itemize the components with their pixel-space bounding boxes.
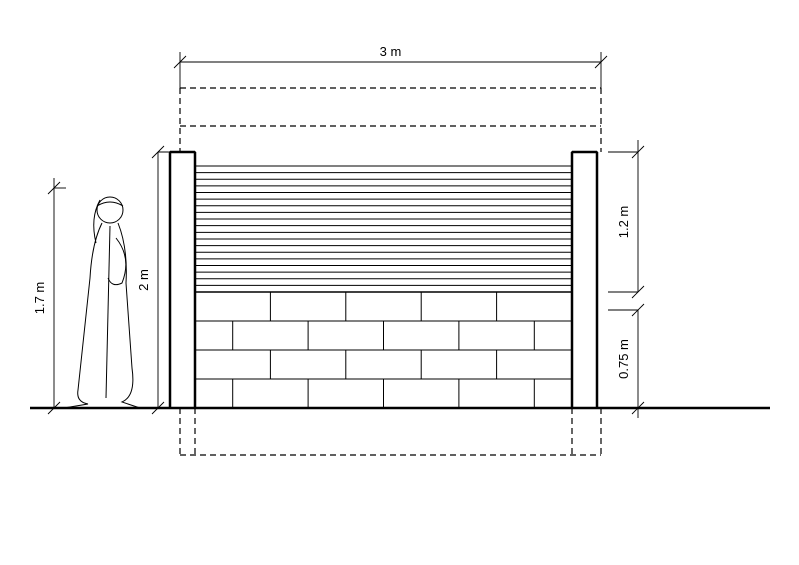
dim-label: 2 m <box>136 269 151 291</box>
pillar <box>170 152 195 408</box>
person-figure <box>64 197 144 408</box>
dim-width-label: 3 m <box>380 44 402 59</box>
drawing-canvas: 3 m 1.7 m 2 m 1.2 m 0.75 m <box>0 0 799 565</box>
pillar <box>572 152 597 408</box>
dim-label: 0.75 m <box>616 339 631 379</box>
dim-label: 1.7 m <box>32 282 47 315</box>
dim-label: 1.2 m <box>616 206 631 239</box>
